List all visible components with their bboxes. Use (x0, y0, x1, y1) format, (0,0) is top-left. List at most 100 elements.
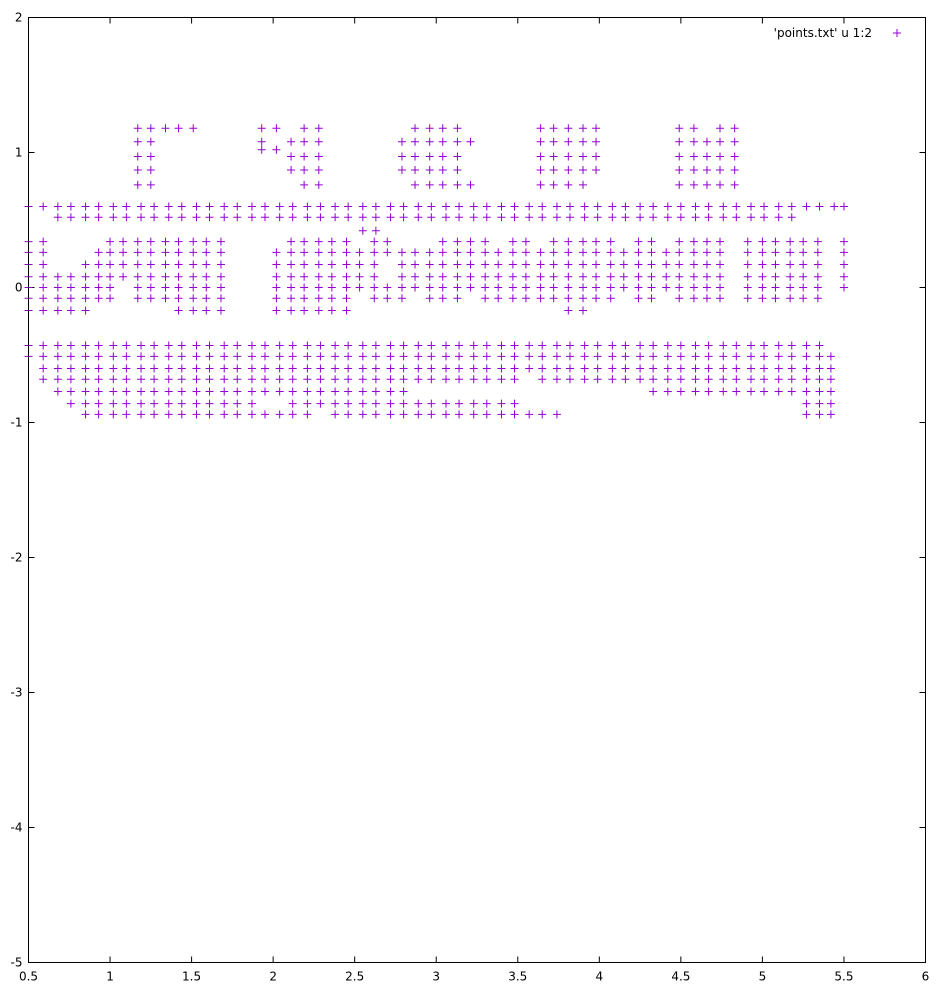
data-point (146, 137, 155, 146)
data-point (94, 283, 103, 292)
data-point (580, 341, 589, 350)
data-point (469, 375, 478, 384)
data-point (81, 352, 90, 361)
data-point (802, 375, 811, 384)
data-point (133, 166, 142, 175)
data-point (549, 260, 558, 269)
data-point (702, 152, 711, 161)
data-point (331, 399, 340, 408)
data-point (386, 375, 395, 384)
data-point (482, 213, 491, 222)
data-point (438, 248, 447, 257)
data-point (508, 260, 517, 269)
data-point (481, 294, 490, 303)
data-point (760, 213, 769, 222)
data-point (386, 202, 395, 211)
legend-marker (893, 29, 901, 37)
data-point (469, 341, 478, 350)
data-point (702, 283, 711, 292)
data-point (438, 260, 447, 269)
data-point (399, 375, 408, 384)
data-point (482, 410, 491, 419)
data-point (732, 364, 741, 373)
data-point (192, 375, 201, 384)
data-point (327, 237, 336, 246)
data-point (580, 364, 589, 373)
data-point (743, 272, 752, 281)
x-tick-label: 3 (432, 970, 440, 984)
data-point (606, 294, 615, 303)
data-point (358, 341, 367, 350)
data-point (689, 283, 698, 292)
data-point (425, 180, 434, 189)
data-point (815, 352, 824, 361)
data-point (565, 341, 574, 350)
data-point (202, 248, 211, 257)
data-point (455, 202, 464, 211)
data-point (619, 248, 628, 257)
data-point (371, 399, 380, 408)
data-point (216, 237, 225, 246)
data-point (552, 352, 561, 361)
data-point (192, 364, 201, 373)
data-point (579, 137, 588, 146)
data-point (826, 399, 835, 408)
data-point (303, 387, 312, 396)
data-point (593, 202, 602, 211)
data-point (746, 213, 755, 222)
data-point (579, 237, 588, 246)
data-point (758, 294, 767, 303)
data-point (455, 352, 464, 361)
data-point (344, 341, 353, 350)
data-point (466, 260, 475, 269)
data-point (371, 387, 380, 396)
data-point (592, 124, 601, 133)
data-point (174, 283, 183, 292)
data-point (164, 202, 173, 211)
data-point (636, 202, 645, 211)
data-point (675, 248, 684, 257)
data-point (342, 237, 351, 246)
data-point (150, 410, 159, 419)
data-point (743, 294, 752, 303)
data-point (538, 341, 547, 350)
data-point (314, 306, 323, 315)
data-point (272, 145, 281, 154)
data-point (247, 375, 256, 384)
data-point (260, 364, 269, 373)
data-point (316, 399, 325, 408)
data-point (649, 352, 658, 361)
data-point (399, 202, 408, 211)
data-point (675, 272, 684, 281)
data-point (552, 202, 561, 211)
data-point (220, 352, 229, 361)
data-point (455, 213, 464, 222)
data-point (453, 237, 462, 246)
data-point (397, 248, 406, 257)
x-tick-label: 2.5 (345, 970, 364, 984)
data-point (177, 352, 186, 361)
data-point (81, 375, 90, 384)
data-point (399, 213, 408, 222)
data-point (716, 166, 725, 175)
legend: 'points.txt' u 1:2 (774, 26, 901, 40)
data-point (621, 375, 630, 384)
data-point (189, 237, 198, 246)
data-point (397, 283, 406, 292)
data-point (619, 283, 628, 292)
data-point (81, 213, 90, 222)
data-point (386, 364, 395, 373)
data-point (579, 260, 588, 269)
data-point (189, 260, 198, 269)
data-point (691, 202, 700, 211)
data-point (133, 260, 142, 269)
data-point (427, 375, 436, 384)
data-point (399, 399, 408, 408)
data-point (81, 364, 90, 373)
data-point (316, 387, 325, 396)
data-point (564, 166, 573, 175)
data-point (314, 248, 323, 257)
data-point (272, 283, 281, 292)
data-point (411, 166, 420, 175)
data-point (826, 352, 835, 361)
